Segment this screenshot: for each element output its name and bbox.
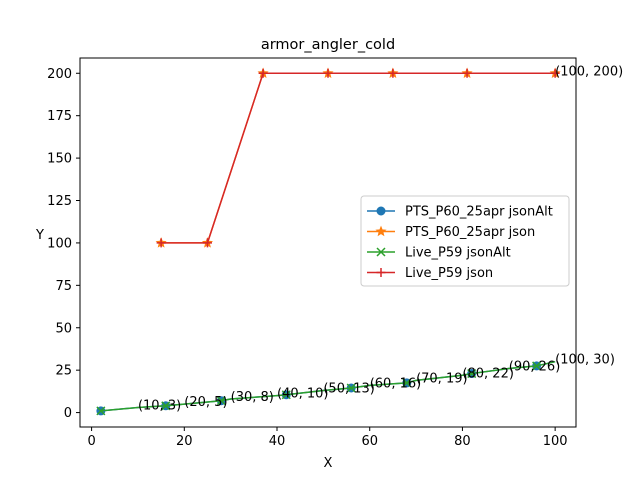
data-point [202, 238, 212, 248]
x-tick-label: 40 [269, 434, 286, 449]
x-axis-label: X [324, 456, 333, 471]
y-tick-label: 125 [47, 194, 72, 209]
annotation-layer: (10, 3) (20, 5) (30, 8) (40, 10)(50, 13)(60… [138, 64, 623, 413]
legend-label: Live_P59 jsonAlt [405, 246, 511, 261]
y-tick-label: 0 [64, 406, 72, 421]
x-tick-label: 100 [543, 434, 568, 449]
point-annotation: (80, 22) [462, 366, 514, 381]
point-annotation: (50, 13) [323, 382, 375, 397]
x-tick-label: 60 [361, 434, 378, 449]
data-point [96, 406, 106, 416]
data-point [281, 390, 291, 400]
legend: PTS_P60_25apr jsonAlt PTS_P60_25apr json L… [360, 195, 570, 287]
legend-box [360, 195, 570, 287]
data-point [346, 383, 356, 393]
series-live-p59-jsonalt [96, 360, 556, 416]
y-tick-label: 75 [55, 279, 72, 294]
point-annotation: (70, 19) [416, 371, 468, 386]
y-tick-label: 175 [47, 109, 72, 124]
point-annotation: (10, 3) [138, 398, 181, 413]
y-tick-label: 150 [47, 152, 72, 167]
data-point [376, 247, 386, 257]
y-tick-label: 100 [47, 236, 72, 251]
data-point [375, 225, 387, 237]
x-tick-label: 80 [454, 434, 471, 449]
legend-label: PTS_P60_25apr json [405, 225, 535, 240]
point-annotation: (100, 200) [555, 64, 623, 79]
y-axis-label: Y [35, 228, 44, 243]
point-annotation: (90, 26) [509, 359, 561, 374]
point-annotation: (20, 5) [184, 395, 227, 410]
legend-item: Live_P59 json [367, 266, 493, 281]
data-point [161, 401, 171, 411]
data-point [323, 68, 333, 78]
data-point [376, 268, 386, 277]
x-tick-label: 20 [176, 434, 193, 449]
chart-title: armor_angler_cold [261, 37, 395, 53]
data-point [216, 396, 226, 406]
series-live-p59-json [156, 68, 560, 248]
point-annotation: (100, 30) [555, 353, 615, 368]
x-axis: 0 20 40 60 80 100 [87, 427, 568, 449]
data-point [550, 68, 560, 78]
legend-item: Live_P59 jsonAlt [367, 246, 511, 261]
data-point [467, 369, 477, 379]
data-point [376, 206, 386, 216]
y-tick-label: 25 [55, 364, 72, 379]
point-annotation: (40, 10) [277, 387, 329, 402]
data-point [388, 68, 398, 78]
data-point [532, 361, 542, 371]
series-line [100, 360, 556, 412]
x-tick-label: 0 [87, 434, 95, 449]
data-point [402, 378, 412, 388]
point-annotation: (60, 16) [370, 376, 422, 391]
data-point [462, 68, 472, 78]
legend-label: Live_P59 json [405, 266, 493, 281]
data-point [156, 238, 166, 248]
y-axis: 0 25 50 75 100 125 150 175 200 [47, 67, 80, 421]
y-tick-label: 200 [47, 67, 72, 82]
legend-item: PTS_P60_25apr jsonAlt [367, 205, 553, 220]
y-tick-label: 50 [55, 321, 72, 336]
legend-label: PTS_P60_25apr jsonAlt [405, 205, 553, 220]
series-layer [96, 67, 561, 416]
data-point [258, 68, 268, 78]
legend-item: PTS_P60_25apr json [367, 225, 535, 240]
point-annotation: (30, 8) [231, 390, 274, 405]
